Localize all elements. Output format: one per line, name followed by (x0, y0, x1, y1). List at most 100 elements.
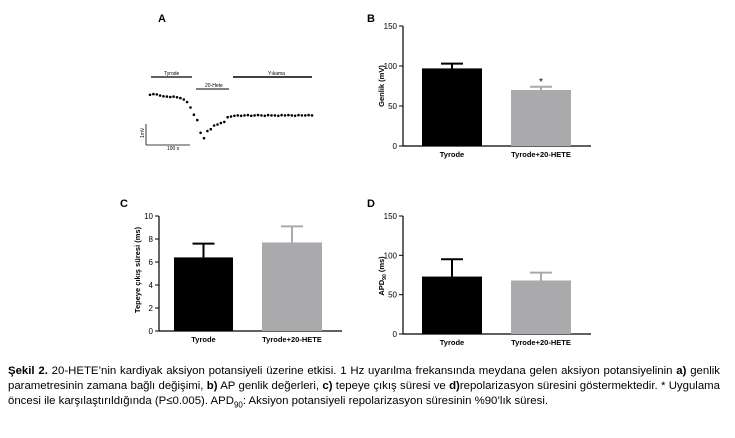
panel-c-bar-1 (174, 257, 233, 331)
panel-c-tick-label: 10 (144, 212, 153, 221)
panel-d-tick-label: 150 (384, 212, 398, 221)
trace-point-23 (226, 115, 229, 119)
trace-point-45 (300, 114, 304, 117)
trace-point-41 (287, 113, 290, 117)
panel-d-category-label-2: Tyrode+20-HETE (511, 338, 571, 347)
trace-point-16 (202, 136, 206, 140)
trace-point-47 (307, 113, 310, 117)
trace-point-25 (233, 114, 236, 118)
trace-point-9 (179, 96, 182, 100)
panel-b-amplitude-chart: B Genlik (mV) 0 50 100 150 Tyrode Tyrode+20-H… (367, 13, 591, 159)
caption-subscript: 90 (233, 400, 243, 410)
panel-c-category-label-1: Tyrode (191, 335, 215, 344)
trace-point-19 (212, 124, 216, 127)
panel-c-ylabel: Tepeye çıkış süresi (ms) (133, 226, 142, 313)
panel-d-tick-label: 50 (388, 291, 397, 300)
caption-text-4: tepeye çıkış süresi ve (332, 380, 450, 392)
panel-a-trace: A Tyrode 20-Hete Yıkama 1mV 100 s (140, 13, 314, 152)
trace-point-40 (283, 114, 287, 117)
trace-point-46 (304, 114, 307, 117)
caption-text-5: repolarizasyon süresini göstermektedir. … (8, 380, 720, 407)
trace-point-31 (253, 114, 256, 117)
panel-c-bar-2 (262, 242, 322, 331)
panel-c-category-label-2: Tyrode+20-HETE (262, 335, 322, 344)
panel-c-tick-label: 0 (149, 327, 154, 336)
scale-bar-x-label: 100 s (167, 146, 180, 152)
panel-a-letter: A (158, 13, 166, 25)
caption-ref-d: d) (449, 380, 460, 392)
panel-c-tick-label: 8 (149, 235, 154, 244)
panel-c-tick-label: 2 (149, 304, 154, 313)
panel-b-category-label-2: Tyrode+20-HETE (511, 150, 571, 159)
trace-point-29 (246, 113, 250, 117)
trace-point-7 (172, 95, 175, 98)
caption-text-3: AP genlik değerleri, (217, 380, 323, 392)
panel-d-bar-1 (422, 276, 482, 334)
hete-period-label: 20-Hete (205, 83, 223, 89)
trace-point-5 (165, 95, 169, 98)
caption-text-1: 20-HETE’nin kardiyak aksiyon potansiyeli… (47, 365, 677, 377)
caption-text-6: : Aksiyon potansiyeli repolarizasyon sür… (242, 395, 549, 407)
trace-point-3 (158, 94, 162, 97)
trace-point-14 (196, 118, 199, 122)
panel-d-apd-chart: D APD90 (ms) 0 50 100 150 Tyrode Tyrode+20-HE… (367, 198, 591, 347)
trace-point-8 (175, 96, 179, 99)
trace-point-30 (250, 114, 253, 118)
panel-d-letter: D (367, 198, 375, 210)
trace-point-36 (270, 114, 273, 117)
trace-point-2 (155, 93, 159, 96)
trace-point-4 (162, 95, 165, 98)
caption-label: Şekil 2. (8, 365, 48, 377)
trace-point-24 (229, 115, 233, 118)
panel-d-ylabel-main: APD (377, 279, 386, 295)
panel-d-bar-2 (511, 280, 571, 334)
caption-ref-b: b) (206, 380, 218, 392)
trace-point-6 (169, 95, 172, 99)
trace-point-39 (280, 113, 283, 117)
figure-canvas: A Tyrode 20-Hete Yıkama 1mV 100 s B Genl… (120, 13, 591, 347)
trace-point-44 (297, 113, 300, 117)
trace-point-1 (152, 92, 155, 96)
figure-caption: Şekil 2. 20-HETE’nin kardiyak aksiyon po… (8, 364, 720, 412)
trace-point-37 (273, 114, 277, 117)
panel-d-tick-label: 100 (384, 251, 398, 260)
caption-text-2: genlik parametresinin zamana bağlı değiş… (8, 365, 720, 392)
panel-b-tick-label: 100 (384, 62, 398, 71)
trace-point-11 (185, 100, 189, 104)
trace-point-15 (199, 131, 202, 135)
trace-point-43 (293, 114, 297, 118)
trace-point-10 (182, 98, 186, 101)
panel-d-ylabel-sub: 90 (382, 274, 388, 280)
trace-point-26 (236, 114, 240, 117)
trace-point-35 (266, 113, 270, 117)
panel-d-category-label-1: Tyrode (440, 338, 464, 347)
panel-b-plot: 0 50 100 150 Tyrode Tyrode+20-HETE * (384, 22, 591, 159)
trace-point-34 (263, 114, 267, 118)
panel-b-letter: B (367, 13, 375, 25)
panel-d-ylabel-unit: (ms) (377, 256, 386, 274)
panel-b-tick-label: 150 (384, 22, 398, 31)
panel-c-tick-label: 6 (149, 258, 154, 267)
panel-b-ylabel: Genlik (mV) (377, 65, 386, 107)
trace-point-42 (290, 114, 294, 117)
tyrode-period-label: Tyrode (164, 71, 180, 77)
trace-point-33 (260, 114, 263, 117)
trace-point-38 (277, 114, 280, 118)
trace-point-18 (209, 127, 213, 131)
caption-ref-a: a) (676, 365, 687, 377)
panel-b-tick-label: 0 (393, 142, 398, 151)
trace-point-32 (256, 113, 260, 117)
panel-b-bar-1 (422, 68, 482, 146)
trace-point-21 (219, 121, 223, 125)
panel-d-tick-label: 0 (393, 330, 398, 339)
panel-c-letter: C (120, 198, 128, 210)
trace-point-28 (243, 114, 246, 117)
trace-point-13 (192, 113, 196, 116)
trace-point-22 (223, 120, 226, 124)
panel-b-significance-marker: * (539, 77, 543, 88)
panel-d-ylabel: APD90 (ms) (377, 256, 388, 296)
trace-point-12 (189, 106, 192, 109)
trace-point-17 (206, 129, 209, 133)
panel-b-tick-label: 50 (388, 102, 397, 111)
panel-d-plot: 0 50 100 150 Tyrode Tyrode+20-HETE (384, 212, 591, 347)
